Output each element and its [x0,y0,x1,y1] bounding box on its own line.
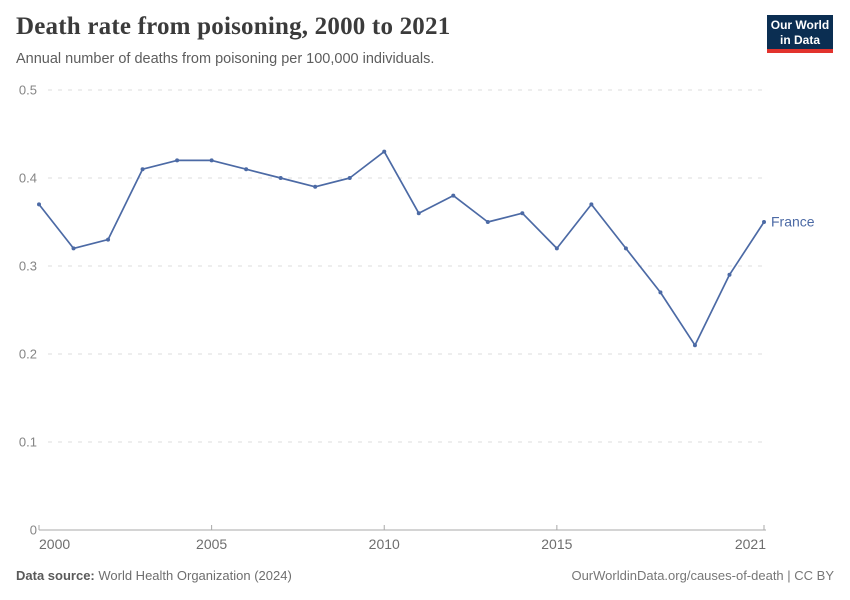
data-point[interactable] [347,176,352,180]
owid-logo-line2: in Data [779,32,820,47]
data-point[interactable] [692,343,697,348]
y-axis-tick-label: 0.3 [19,259,37,274]
data-source-value: World Health Organization (2024) [94,568,292,583]
data-point[interactable] [106,237,111,242]
series-label[interactable]: France [771,214,815,230]
data-point[interactable] [623,246,628,251]
data-source-label: Data source: [16,568,95,583]
x-axis-tick-label: 2005 [196,536,227,552]
owid-logo-box: Our World in Data [767,15,833,49]
data-point[interactable] [278,176,283,180]
data-source: Data source: World Health Organization (… [16,568,292,583]
data-point[interactable] [140,167,145,172]
data-point[interactable] [589,202,594,207]
x-axis-tick-label: 2015 [541,536,572,552]
data-point[interactable] [520,211,525,216]
chart-footer: Data source: World Health Organization (… [16,568,834,583]
data-point[interactable] [451,193,456,198]
data-point[interactable] [658,290,663,295]
y-axis-tick-label: 0.2 [19,347,37,362]
data-point[interactable] [762,220,766,224]
y-axis-tick-label: 0.1 [19,435,37,450]
data-point[interactable] [244,167,249,172]
data-point[interactable] [313,184,318,189]
line-series-france[interactable] [38,150,765,347]
data-point[interactable] [209,158,214,163]
owid-logo-line1: Our World [770,18,830,32]
chart-title: Death rate from poisoning, 2000 to 2021 [16,13,451,40]
y-axis-tick-label: 0.5 [19,83,37,98]
x-axis-tick-label: 2010 [369,536,400,552]
owid-logo[interactable]: Our World in Data [767,15,833,53]
y-axis-tick-label: 0 [30,523,37,538]
data-point[interactable] [37,202,41,207]
data-point[interactable] [554,246,559,251]
data-point[interactable] [727,272,732,277]
data-point[interactable] [71,246,76,251]
data-point[interactable] [175,158,180,163]
owid-logo-redbar [767,49,833,53]
x-axis-tick-label: 2000 [39,536,70,552]
data-point[interactable] [485,220,490,224]
chart-subtitle: Annual number of deaths from poisoning p… [16,51,435,67]
y-axis-tick-label: 0.4 [19,171,37,186]
data-point[interactable] [382,149,387,154]
credit-link[interactable]: OurWorldinData.org/causes-of-death | CC … [571,568,834,583]
x-axis-tick-label: 2021 [735,536,766,552]
data-point[interactable] [416,211,421,216]
